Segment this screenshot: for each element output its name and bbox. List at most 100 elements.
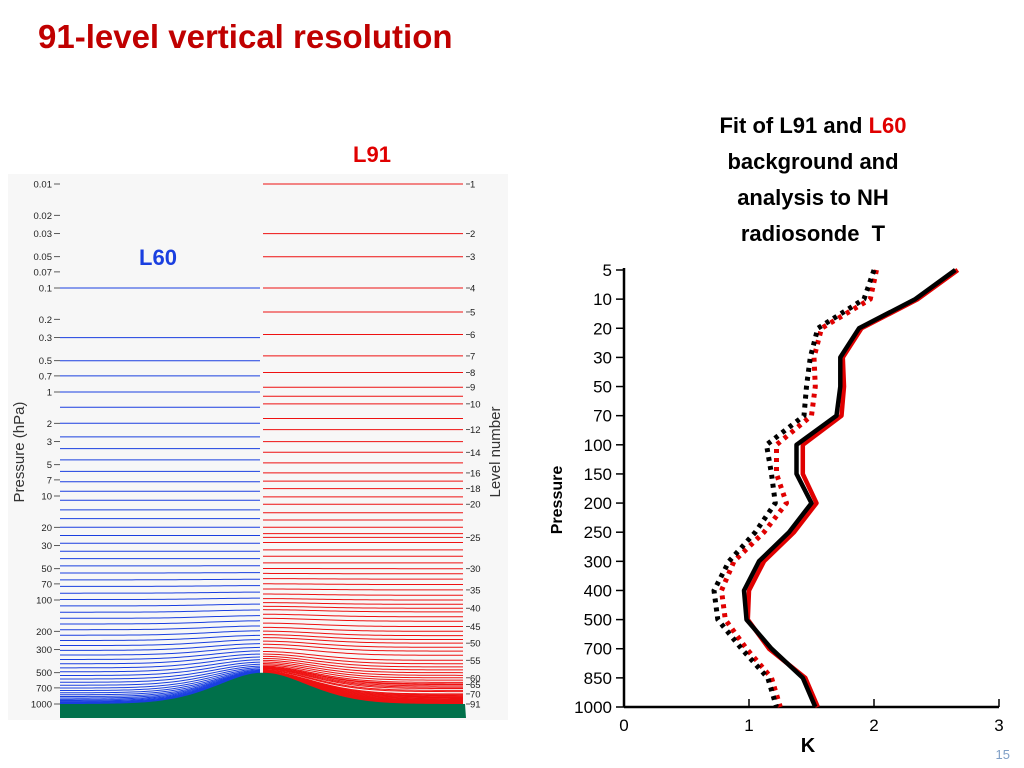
l60-level-line	[60, 597, 261, 601]
pressure-tick-label: 10	[41, 492, 52, 503]
l91-level-line	[262, 665, 463, 683]
y-tick-label: 30	[593, 348, 612, 367]
l60-level-line	[60, 661, 261, 676]
l60-level-line	[59, 659, 261, 673]
pressure-tick-label: 0.07	[34, 267, 53, 278]
l91-level-line	[262, 663, 463, 679]
l60-level-line	[60, 585, 261, 587]
l91-level-line	[262, 657, 463, 671]
orography	[60, 672, 466, 718]
l60-level-line	[60, 643, 261, 651]
l91-level-line	[262, 668, 463, 688]
pressure-tick-label: 0.7	[39, 371, 52, 382]
l60-level-line	[60, 663, 261, 680]
x-tick-label: 3	[994, 716, 1003, 735]
pressure-tick-label: 70	[41, 579, 52, 590]
l60-level-line	[60, 591, 261, 594]
l91-level-line	[262, 643, 463, 652]
y-tick-label: 10	[593, 290, 612, 309]
l60-level-line	[60, 656, 261, 669]
series-line-1	[741, 268, 957, 708]
title-part-1: Fit of L91 and	[719, 113, 869, 138]
pressure-tick-label: 200	[36, 627, 52, 638]
l60-level-line	[60, 639, 261, 647]
level-tick-label: 91	[470, 700, 481, 711]
l91-level-line	[262, 609, 463, 613]
level-tick-label: 6	[470, 330, 475, 341]
l91-level-line	[263, 598, 463, 601]
pressure-tick-label: 1	[47, 388, 52, 399]
level-tick-label: 14	[470, 448, 481, 459]
title-part-4: radiosonde T	[740, 221, 886, 246]
level-tick-label: 35	[470, 585, 481, 596]
l91-level-line	[262, 617, 463, 622]
title-part-2: background and	[727, 149, 899, 174]
level-tick-label: 55	[470, 656, 481, 667]
title-part-l60: L60	[868, 113, 907, 138]
level-tick-label: 5	[470, 307, 475, 318]
l91-level-line	[262, 655, 463, 668]
l91-level-line	[262, 669, 463, 693]
pressure-tick-label: 3	[47, 437, 52, 448]
l91-level-line	[262, 653, 463, 665]
pressure-tick-label: 30	[41, 541, 52, 552]
l60-label: L60	[139, 245, 177, 270]
l91-level-line	[262, 634, 463, 641]
level-tick-label: 70	[470, 689, 481, 700]
l91-label: L91	[353, 142, 391, 167]
y-tick-label: 850	[584, 669, 612, 688]
y-axis-label: Pressure	[549, 466, 566, 535]
l91-level-line	[263, 593, 463, 596]
slide-title: 91-level vertical resolution	[38, 18, 453, 55]
l60-level-line	[60, 603, 261, 607]
l60-level-line	[60, 670, 261, 694]
level-tick-label: 30	[470, 564, 481, 575]
l91-level-line	[262, 666, 463, 686]
l60-level-line	[60, 578, 260, 581]
pressure-tick-label: 50	[41, 564, 52, 575]
l60-level-line	[60, 650, 261, 660]
pressure-axis-label: Pressure (hPa)	[11, 402, 28, 503]
x-axis-label: K	[801, 735, 816, 757]
level-tick-label: 12	[470, 425, 481, 436]
level-tick-label: 3	[470, 252, 475, 263]
pressure-tick-label: 0.5	[39, 356, 52, 367]
level-tick-label: 45	[470, 622, 481, 633]
level-number-axis-label: Level number	[487, 407, 504, 498]
l60-level-line	[60, 615, 261, 619]
level-tick-label: 40	[470, 604, 481, 615]
l91-level-line	[262, 640, 463, 648]
slide-number: 15	[995, 747, 1010, 762]
level-tick-label: 20	[470, 500, 481, 511]
l91-level-line	[262, 664, 463, 681]
l91-level-line	[263, 583, 463, 586]
l91-level-line	[263, 588, 463, 591]
series-line-3	[711, 269, 877, 708]
l60-level-line	[60, 671, 261, 699]
series-line-2	[719, 269, 879, 708]
l60-level-line	[59, 665, 261, 683]
level-tick-label: 16	[470, 468, 481, 479]
y-tick-label: 250	[584, 523, 612, 542]
l60-level-line	[60, 671, 261, 697]
y-tick-label: 70	[593, 407, 612, 426]
l91-level-line	[262, 622, 463, 628]
pressure-tick-label: 5	[47, 460, 52, 471]
pressure-tick-label: 0.01	[34, 180, 53, 191]
l60-level-line	[60, 625, 261, 631]
l91-level-line	[263, 602, 463, 605]
pressure-tick-label: 0.03	[34, 229, 53, 240]
l91-level-line	[262, 667, 463, 687]
y-tick-label: 100	[584, 436, 612, 455]
pressure-tick-label: 0.3	[39, 333, 52, 344]
level-tick-label: 18	[470, 484, 481, 495]
level-tick-label: 25	[470, 533, 481, 544]
pressure-tick-label: 0.02	[34, 211, 53, 222]
l60-level-line	[59, 609, 261, 613]
series-line-0	[745, 268, 960, 708]
level-tick-label: 8	[470, 368, 475, 379]
l91-level-line	[262, 650, 463, 661]
y-tick-label: 150	[584, 465, 612, 484]
l91-level-line	[262, 659, 464, 674]
pressure-tick-label: 7	[47, 475, 52, 486]
